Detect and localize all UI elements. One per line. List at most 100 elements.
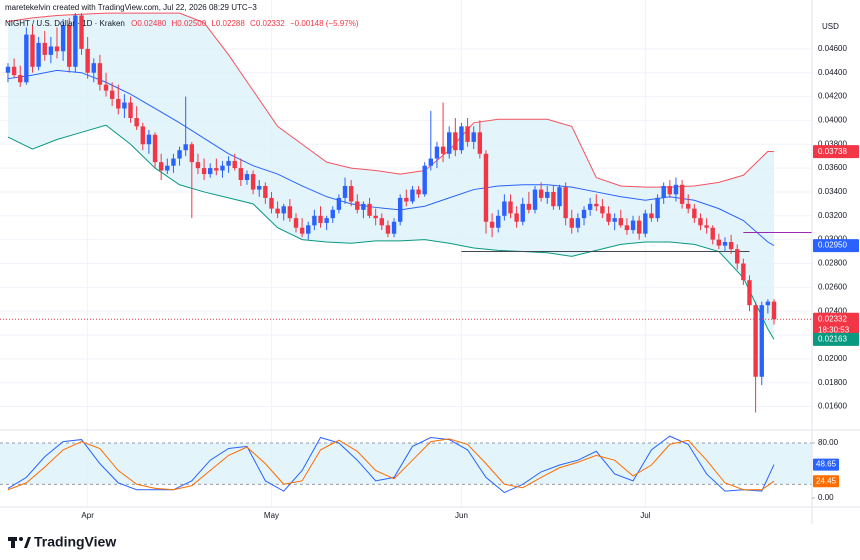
candle-body bbox=[269, 197, 274, 209]
candle-body bbox=[91, 63, 96, 73]
candle-body bbox=[410, 189, 415, 202]
candle-body bbox=[116, 98, 121, 109]
price-label-box bbox=[813, 145, 859, 159]
candle-body bbox=[440, 146, 446, 154]
legend: NIGHT / U.S. Dollar · 1D · Kraken O0.024… bbox=[5, 19, 359, 28]
countdown: 18:30:53 bbox=[818, 325, 850, 334]
candle-body bbox=[422, 165, 427, 195]
candle-body bbox=[79, 15, 84, 49]
candle-body bbox=[477, 132, 483, 154]
candle-body bbox=[655, 197, 660, 219]
candle-body bbox=[330, 209, 335, 219]
axes: 0.016000.018000.020000.022000.024000.026… bbox=[81, 44, 847, 520]
candle-body bbox=[428, 158, 434, 166]
candle-body bbox=[361, 203, 366, 210]
candle-body bbox=[508, 201, 513, 214]
candle-body bbox=[557, 187, 562, 207]
y-tick-label: 0.04000 bbox=[818, 116, 847, 125]
candle-body bbox=[373, 215, 378, 219]
candle-body bbox=[759, 305, 764, 377]
candle-body bbox=[183, 144, 188, 151]
candle-body bbox=[73, 15, 78, 67]
y-tick-label: 0.04400 bbox=[818, 68, 847, 77]
candle-body bbox=[741, 263, 746, 281]
candle-body bbox=[453, 132, 458, 151]
candle-body bbox=[581, 209, 587, 219]
price-label: 0.02950 bbox=[818, 241, 847, 250]
candle-body bbox=[643, 213, 648, 234]
logo-shape bbox=[24, 537, 31, 548]
oscillator-label: 24.45 bbox=[816, 476, 837, 485]
candle-body bbox=[146, 134, 152, 145]
candle-body bbox=[342, 185, 348, 198]
readout-close: C0.02332 bbox=[250, 19, 285, 28]
candle-body bbox=[716, 239, 722, 246]
candle-body bbox=[67, 25, 72, 67]
candle-body bbox=[563, 187, 568, 219]
candle-body bbox=[612, 218, 617, 222]
y-tick-label: 0.04600 bbox=[818, 44, 847, 53]
candle-body bbox=[250, 174, 256, 190]
candle-body bbox=[355, 201, 360, 210]
candle-body bbox=[122, 102, 127, 109]
candle-body bbox=[109, 90, 115, 99]
x-tick-label: Jul bbox=[640, 511, 650, 520]
candle-body bbox=[299, 227, 305, 234]
price-label-box bbox=[813, 312, 859, 337]
readout-open: O0.02480 bbox=[131, 19, 167, 28]
candle-body bbox=[679, 184, 685, 204]
candle-body bbox=[257, 185, 262, 190]
candle-body bbox=[195, 162, 201, 169]
logo-shape bbox=[19, 537, 23, 541]
price-label: 0.02332 bbox=[818, 314, 847, 323]
y-tick-label: 0.02600 bbox=[818, 282, 847, 291]
candle-body bbox=[158, 162, 164, 171]
candle-body bbox=[747, 280, 752, 306]
candle-body bbox=[220, 165, 225, 171]
candle-body bbox=[30, 34, 35, 67]
y-tick-label: 0.03600 bbox=[818, 163, 847, 172]
candle-body bbox=[471, 132, 476, 142]
x-tick-label: Jun bbox=[455, 511, 468, 520]
candle-body bbox=[710, 227, 715, 240]
candle-body bbox=[48, 46, 54, 55]
candle-body bbox=[263, 185, 268, 198]
candle-body bbox=[722, 242, 728, 246]
readout-high: H0.02500 bbox=[172, 19, 207, 28]
candle-body bbox=[238, 168, 244, 181]
candle-body bbox=[5, 66, 11, 73]
logo-shape bbox=[11, 537, 15, 548]
currency: USD bbox=[822, 22, 839, 31]
candle-body bbox=[434, 146, 440, 159]
x-tick-label: May bbox=[264, 511, 279, 520]
candle-body bbox=[24, 34, 29, 83]
candle-body bbox=[171, 158, 176, 166]
y-tick-label: 0.01800 bbox=[818, 378, 847, 387]
candle-body bbox=[526, 203, 532, 210]
candle-body bbox=[177, 150, 182, 159]
candle-body bbox=[348, 185, 354, 202]
candle-body bbox=[18, 75, 23, 83]
candle-body bbox=[483, 153, 489, 222]
candle-body bbox=[214, 168, 219, 171]
candle-body bbox=[336, 197, 342, 210]
candle-body bbox=[692, 208, 697, 219]
oscillator-label-box bbox=[813, 458, 839, 471]
brand: TradingView bbox=[34, 534, 116, 550]
candle-body bbox=[36, 42, 41, 67]
price-label: 0.02163 bbox=[818, 335, 847, 344]
candle-body bbox=[587, 203, 593, 210]
band-fill bbox=[7, 13, 775, 340]
candle-body bbox=[85, 48, 90, 73]
candle-body bbox=[538, 189, 544, 198]
candle-body bbox=[226, 160, 231, 166]
y-tick-label: 0.00 bbox=[818, 493, 834, 502]
candle-body bbox=[447, 132, 452, 154]
candle-body bbox=[661, 185, 666, 198]
candle-body bbox=[545, 191, 550, 198]
candle-body bbox=[324, 218, 329, 223]
symbol: NIGHT / U.S. Dollar · 1D · Kraken bbox=[5, 19, 125, 28]
candle-body bbox=[416, 189, 421, 195]
candle-body bbox=[208, 168, 213, 175]
